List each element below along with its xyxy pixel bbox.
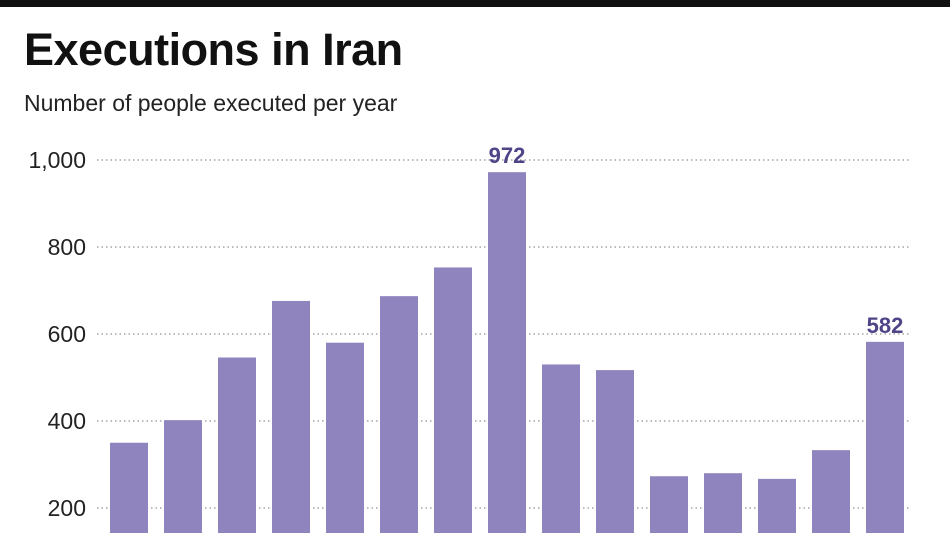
bar <box>596 370 634 533</box>
bar <box>380 296 418 533</box>
y-tick-label: 600 <box>48 321 86 347</box>
bar <box>110 442 148 533</box>
y-tick-label: 800 <box>48 234 86 260</box>
y-tick-label: 1,000 <box>28 147 86 173</box>
bar <box>812 450 850 533</box>
top-bar <box>0 0 950 7</box>
y-tick-label: 200 <box>48 495 86 521</box>
bar <box>758 478 796 533</box>
bar <box>704 473 742 533</box>
bar <box>650 476 688 533</box>
bar <box>488 172 526 533</box>
y-tick-label: 400 <box>48 408 86 434</box>
bar <box>866 341 904 533</box>
bar <box>326 342 364 533</box>
chart-title: Executions in Iran <box>24 24 403 75</box>
chart-subtitle: Number of people executed per year <box>24 90 398 116</box>
data-label: 582 <box>867 313 904 338</box>
bar <box>164 420 202 533</box>
bar <box>434 267 472 533</box>
bar <box>272 300 310 533</box>
bar <box>218 357 256 533</box>
bar <box>542 364 580 533</box>
data-label: 972 <box>489 143 526 168</box>
